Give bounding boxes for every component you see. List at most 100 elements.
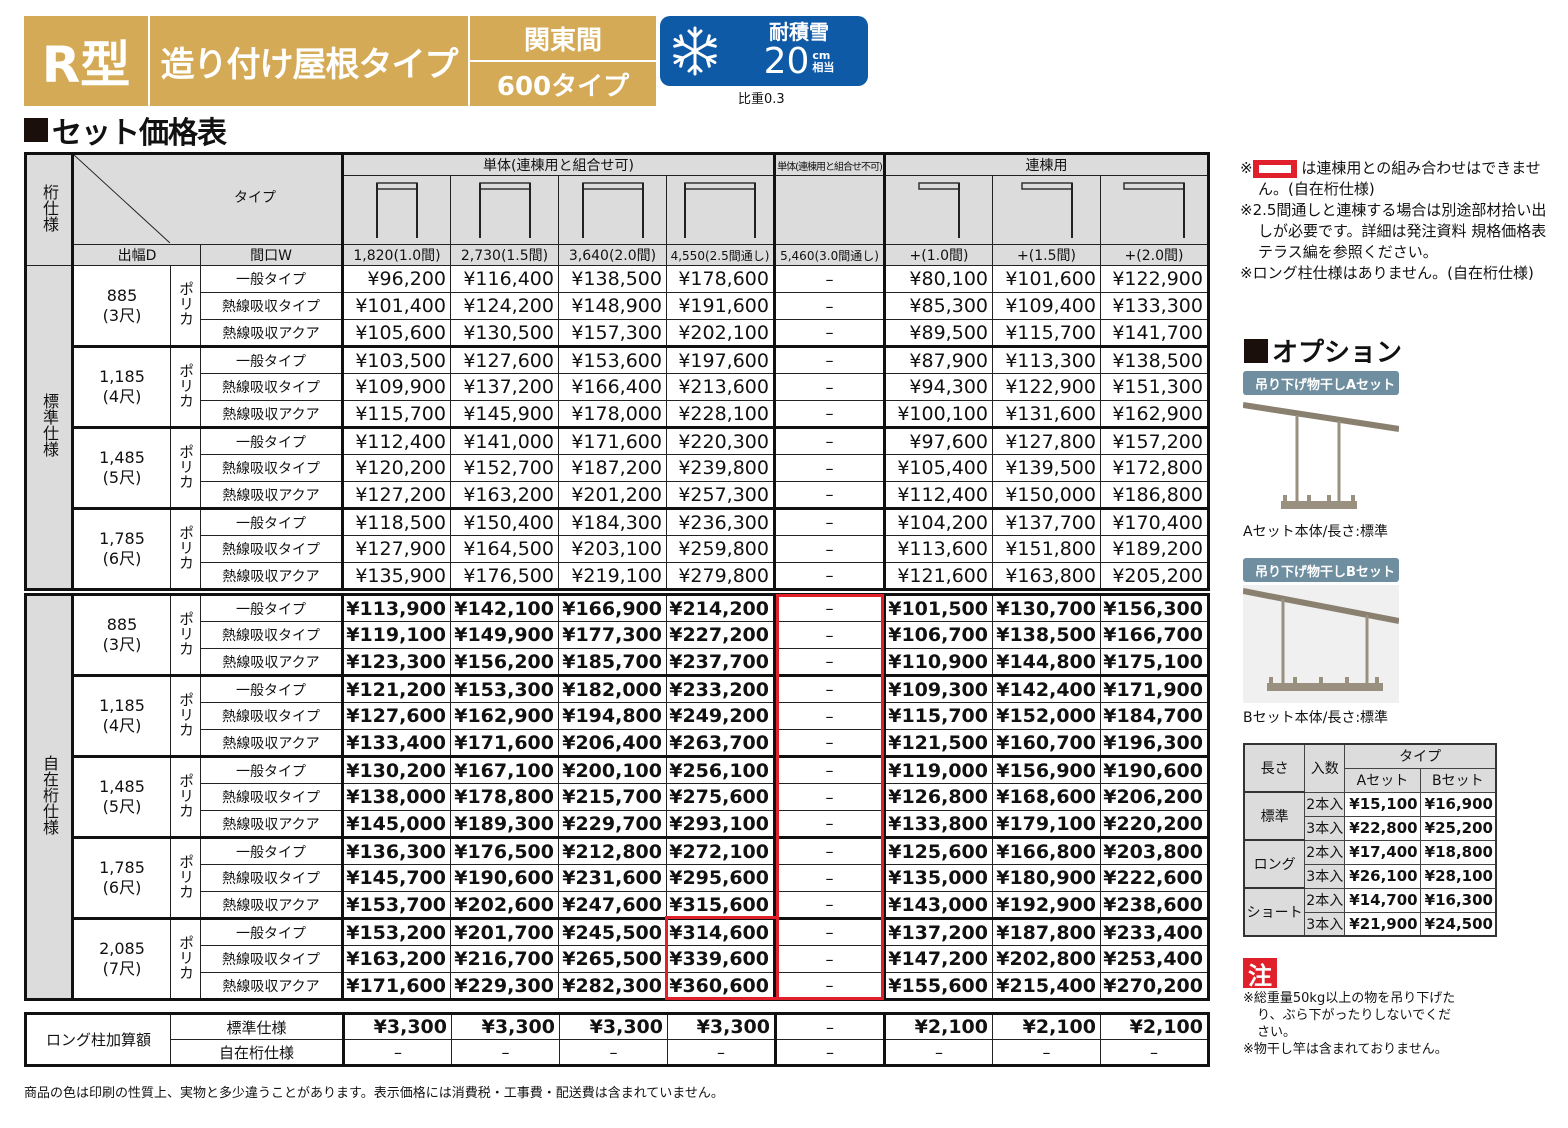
warning-1: ※総重量50kg以上の物を吊り下げたり、ぶら下がったりしないでください。 xyxy=(1243,991,1456,1040)
long-post-price: – xyxy=(559,1039,668,1066)
table-row: 自在桁仕様 885 (3尺) ポリカ 一般タイプ ¥113,900 ¥142,100 ¥166… xyxy=(25,594,1209,1000)
price-cell: ¥185,700 xyxy=(558,648,667,676)
price-cell: ¥238,600 xyxy=(1100,891,1209,919)
price-cell: ¥150,000 xyxy=(992,481,1101,509)
price-cell: ¥126,800 xyxy=(884,783,993,811)
long-post-price: ¥2,100 xyxy=(992,1013,1101,1040)
long-post-price: – xyxy=(451,1039,560,1066)
roof-type: 熱線吸収アクア xyxy=(200,481,344,509)
roof-type: 熱線吸収タイプ xyxy=(200,702,344,730)
depth-cell: 1,485 (5尺) xyxy=(72,426,171,509)
price-cell: ¥110,900 xyxy=(884,648,993,676)
price-cell: ¥139,500 xyxy=(992,454,1101,482)
price-cell: – xyxy=(774,594,886,622)
table-row: 熱線吸収タイプ ¥109,900 ¥137,200 ¥166,400 ¥213,600–… xyxy=(26,373,1209,401)
price-cell: ¥233,200 xyxy=(666,674,776,703)
option-price-b: ¥16,300 xyxy=(1419,887,1497,913)
long-post-price: – xyxy=(667,1039,777,1066)
price-cell: – xyxy=(774,836,886,865)
column-diagram xyxy=(558,175,667,245)
price-cell: – xyxy=(774,755,886,784)
header-length: 長さ xyxy=(1243,743,1306,793)
price-cell: ¥229,300 xyxy=(450,972,559,1000)
long-post-label: ロング柱加算額 xyxy=(25,1013,171,1066)
material-cell: ポリカ xyxy=(170,674,201,757)
carport-frame-icon xyxy=(581,182,644,238)
price-cell: ¥186,800 xyxy=(1100,481,1209,509)
table-row: 1,785 (6尺) ポリカ 一般タイプ ¥136,300 ¥176,500 ¥212,80… xyxy=(26,836,1209,919)
price-cell: ¥295,600 xyxy=(666,864,776,892)
price-cell: ¥112,400 xyxy=(884,481,993,509)
option-row: 3本入 ¥21,900 ¥24,500 xyxy=(1244,911,1497,937)
column-header: 3,640(2.0間) xyxy=(558,244,667,266)
roof-type: 熱線吸収アクア xyxy=(200,810,344,838)
price-cell: ¥137,200 xyxy=(450,373,559,401)
price-cell: ¥137,700 xyxy=(992,507,1101,536)
price-cell: ¥176,500 xyxy=(450,562,559,590)
long-post-price: – xyxy=(1100,1039,1209,1066)
roof-type: 一般タイプ xyxy=(200,265,344,293)
long-post-table: ロング柱加算額 標準仕様 ¥3,300 ¥3,300 ¥3,300 ¥3,300– ¥2,1… xyxy=(24,1012,1210,1067)
price-cell: ¥127,600 xyxy=(342,702,451,730)
table-row: 1,485 (5尺) ポリカ 一般タイプ ¥130,200 ¥167,100 ¥200,10… xyxy=(26,755,1209,838)
column-header: 2,730(1.5間) xyxy=(450,244,559,266)
table-row: 標準仕様 885 (3尺) ポリカ 一般タイプ ¥96,200 ¥116,400 ¥138,5… xyxy=(25,265,1209,590)
option-count: 3本入 xyxy=(1304,815,1346,841)
price-cell: ¥113,900 xyxy=(342,594,451,622)
price-cell: ¥141,700 xyxy=(1100,319,1209,347)
price-cell: ¥201,700 xyxy=(450,917,559,946)
roof-type: 熱線吸収アクア xyxy=(200,400,344,428)
roof-type: 一般タイプ xyxy=(200,836,344,865)
table-row: 熱線吸収タイプ ¥163,200 ¥216,700 ¥265,500 ¥339,600–… xyxy=(26,945,1209,973)
price-cell: – xyxy=(774,972,886,1000)
depth-cell: 2,085 (7尺) xyxy=(72,917,171,1000)
material-cell: ポリカ xyxy=(170,507,201,590)
carport-frame-icon xyxy=(918,182,960,238)
price-cell: – xyxy=(774,891,886,919)
price-cell: ¥120,200 xyxy=(342,454,451,482)
price-cell: ¥213,600 xyxy=(666,373,776,401)
span-info: 関東間 600タイプ xyxy=(470,16,656,106)
price-cell: ¥203,100 xyxy=(558,535,667,563)
price-cell: ¥115,700 xyxy=(342,400,451,428)
roof-type: 熱線吸収タイプ xyxy=(200,292,344,320)
option-price-b: ¥16,900 xyxy=(1419,791,1497,817)
price-cell: ¥360,600 xyxy=(666,972,776,1000)
price-cell: ¥192,900 xyxy=(992,891,1101,919)
price-cell: ¥127,800 xyxy=(992,426,1101,455)
spec-label: 自在桁仕様 xyxy=(25,594,74,1000)
table-row: 熱線吸収アクア ¥105,600 ¥130,500 ¥157,300 ¥202,100–… xyxy=(26,319,1209,347)
price-cell: ¥151,300 xyxy=(1100,373,1209,401)
table-row: 熱線吸収アクア ¥171,600 ¥229,300 ¥282,300 ¥360,600–… xyxy=(26,972,1209,1000)
price-cell: ¥131,600 xyxy=(992,400,1101,428)
price-cell: ¥157,300 xyxy=(558,319,667,347)
option-b-image xyxy=(1242,585,1400,703)
price-cell: ¥116,400 xyxy=(450,265,559,293)
roof-type: 熱線吸収アクア xyxy=(200,648,344,676)
snow-value: 20 xyxy=(763,41,810,82)
price-cell: ¥151,800 xyxy=(992,535,1101,563)
option-length: ロング xyxy=(1243,839,1306,889)
header-b-set: Bセット xyxy=(1419,767,1497,793)
option-price-table: 長さ 入数 タイプ Aセット Bセット 標準 2本入 ¥15,100 ¥16,900 3… xyxy=(1243,743,1497,937)
price-cell: ¥231,600 xyxy=(558,864,667,892)
material-cell: ポリカ xyxy=(170,594,201,676)
price-cell: ¥237,700 xyxy=(666,648,776,676)
price-cell: – xyxy=(774,454,886,482)
price-cell: – xyxy=(774,674,886,703)
roof-type: 一般タイプ xyxy=(200,674,344,703)
table-row: 熱線吸収タイプ ¥145,700 ¥190,600 ¥231,600 ¥295,600–… xyxy=(26,864,1209,892)
material-cell: ポリカ xyxy=(170,755,201,838)
price-cell: ¥228,100 xyxy=(666,400,776,428)
price-cell: ¥164,500 xyxy=(450,535,559,563)
span-region: 関東間 xyxy=(470,16,656,62)
option-price-a: ¥22,800 xyxy=(1344,815,1421,841)
roof-type: 熱線吸収アクア xyxy=(200,972,344,1000)
column-diagram xyxy=(450,175,559,245)
price-cell: ¥148,900 xyxy=(558,292,667,320)
option-count: 3本入 xyxy=(1304,863,1346,889)
price-cell: ¥121,500 xyxy=(884,729,993,757)
price-cell: ¥94,300 xyxy=(884,373,993,401)
price-cell: ¥142,100 xyxy=(450,594,559,622)
carport-frame-icon xyxy=(1020,182,1073,238)
